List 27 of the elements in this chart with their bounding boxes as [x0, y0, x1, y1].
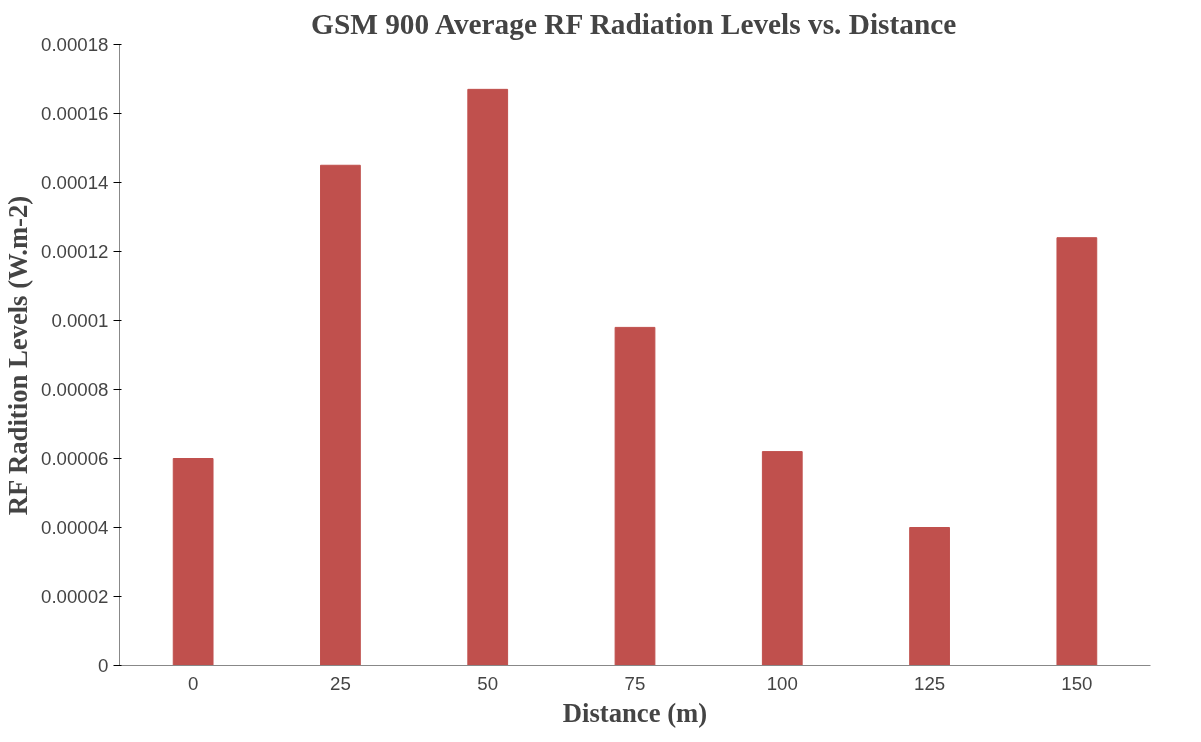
y-tick-label: 0.00012 — [41, 241, 109, 262]
x-tick-label: 50 — [477, 672, 499, 694]
y-tick-label: 0.0001 — [51, 310, 109, 331]
bar — [172, 458, 214, 666]
x-tick-label: 100 — [766, 672, 798, 694]
y-tick-label: 0 — [98, 655, 109, 676]
y-tick-label: 0.00014 — [41, 172, 109, 193]
bar — [1056, 237, 1098, 666]
y-tick-label: 0.00008 — [41, 379, 109, 400]
y-tick-label: 0.00004 — [41, 517, 109, 538]
bar — [320, 164, 361, 666]
bar — [614, 326, 656, 666]
bar — [761, 451, 803, 666]
bar — [467, 88, 509, 666]
chart-title: GSM 900 Average RF Radiation Levels vs. Distance — [311, 7, 957, 40]
x-tick-label: 150 — [1061, 672, 1093, 694]
y-tick-label: 0.00002 — [41, 586, 109, 607]
y-tick-label: 0.00006 — [41, 448, 109, 469]
x-tick-label: 75 — [624, 672, 646, 694]
x-tick-label: 125 — [914, 672, 946, 694]
x-tick-label: 25 — [330, 672, 351, 694]
bar — [909, 527, 950, 666]
y-tick-label: 0.00018 — [41, 34, 109, 55]
y-tick-label: 0.00016 — [41, 103, 109, 124]
y-axis-title: RF Radition Levels (W.m-2) — [3, 195, 34, 516]
x-tick-label: 0 — [187, 672, 199, 694]
x-axis-title: Distance (m) — [562, 697, 708, 728]
